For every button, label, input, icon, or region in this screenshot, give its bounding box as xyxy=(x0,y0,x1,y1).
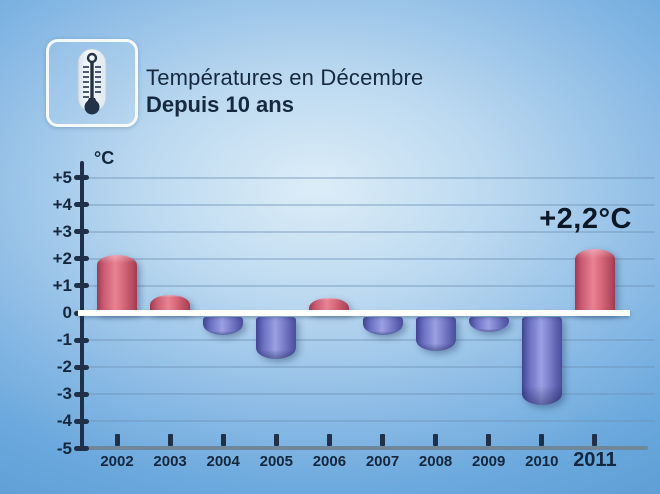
bar-2008 xyxy=(415,317,456,351)
y-axis-label-+2: +2 xyxy=(52,248,72,268)
gridline-+3 xyxy=(84,230,655,233)
x-axis-label-2005: 2005 xyxy=(259,453,293,470)
gridline-+1 xyxy=(84,284,655,287)
gridline--1 xyxy=(84,339,655,342)
y-axis-tick--4 xyxy=(74,418,89,424)
y-axis-line xyxy=(80,161,84,450)
gridline-+2 xyxy=(84,257,655,260)
x-axis-tick-2009 xyxy=(486,434,492,446)
header: Températures en Décembre Depuis 10 ans xyxy=(146,64,423,118)
x-axis-tick-2010 xyxy=(539,434,545,446)
y-axis-tick--5 xyxy=(74,446,89,451)
y-axis-tick-+2 xyxy=(74,256,89,262)
gridline-+4 xyxy=(84,203,655,206)
x-axis-label-2003: 2003 xyxy=(153,453,187,470)
x-axis-label-2010: 2010 xyxy=(525,453,559,470)
zero-reference-line xyxy=(78,310,630,316)
y-axis-tick--1 xyxy=(74,337,89,343)
x-axis-label-2002: 2002 xyxy=(100,453,134,470)
y-axis-tick-+1 xyxy=(74,283,89,289)
bar-2007 xyxy=(362,317,403,335)
x-axis-tick-2011 xyxy=(592,434,598,446)
thermometer-icon-box xyxy=(46,39,138,127)
x-axis-label-2008: 2008 xyxy=(418,453,453,470)
x-axis-label-2007: 2007 xyxy=(365,453,400,470)
thermometer-icon xyxy=(77,48,107,115)
y-axis-unit-label: °C xyxy=(94,148,115,168)
x-axis-tick-2005 xyxy=(273,434,279,446)
x-axis-line xyxy=(78,446,648,450)
y-axis-label-0: 0 xyxy=(62,303,72,322)
gridline--3 xyxy=(84,393,655,396)
x-axis-label-2006: 2006 xyxy=(312,453,347,470)
x-axis-label-2004: 2004 xyxy=(206,453,240,470)
x-axis-tick-2002 xyxy=(114,434,120,446)
y-axis-label-+5: +5 xyxy=(52,167,72,187)
y-axis-label--4: -4 xyxy=(56,411,72,431)
x-axis-tick-2003 xyxy=(167,434,173,446)
gridline--2 xyxy=(84,366,655,369)
y-axis-tick--3 xyxy=(74,391,89,397)
bar-2010 xyxy=(521,317,562,406)
bar-2011 xyxy=(574,249,615,314)
gridline-+5 xyxy=(84,176,655,179)
bar-2009 xyxy=(468,317,509,332)
y-axis-tick--2 xyxy=(74,364,89,370)
y-axis-label-+3: +3 xyxy=(52,221,72,241)
bar-2005 xyxy=(256,317,297,360)
gridline--4 xyxy=(84,420,655,423)
y-axis-tick-+5 xyxy=(74,175,89,180)
x-axis-label-2009: 2009 xyxy=(472,453,506,470)
y-axis-label-+1: +1 xyxy=(52,275,72,295)
page-title: Températures en Décembre xyxy=(146,65,424,90)
y-axis-tick-+3 xyxy=(74,229,89,235)
x-axis-tick-2004 xyxy=(220,434,226,446)
y-axis-label-+4: +4 xyxy=(52,194,72,214)
x-axis-label-2011: 2011 xyxy=(573,449,617,471)
bar-2004 xyxy=(203,317,244,335)
y-axis-label--5: -5 xyxy=(56,438,72,458)
y-axis-label--2: -2 xyxy=(56,357,72,377)
bar-2003 xyxy=(150,295,191,314)
x-axis-tick-2008 xyxy=(433,434,439,446)
y-axis-tick-+4 xyxy=(74,202,89,208)
x-axis-tick-2006 xyxy=(326,434,332,446)
value-annotation-2011: +2,2°C xyxy=(539,203,632,235)
page-subtitle: Depuis 10 ans xyxy=(146,92,294,117)
bar-2002 xyxy=(97,254,137,314)
y-axis-label--3: -3 xyxy=(56,384,72,404)
x-axis-tick-2007 xyxy=(380,434,385,446)
y-axis-label--1: -1 xyxy=(56,330,72,350)
